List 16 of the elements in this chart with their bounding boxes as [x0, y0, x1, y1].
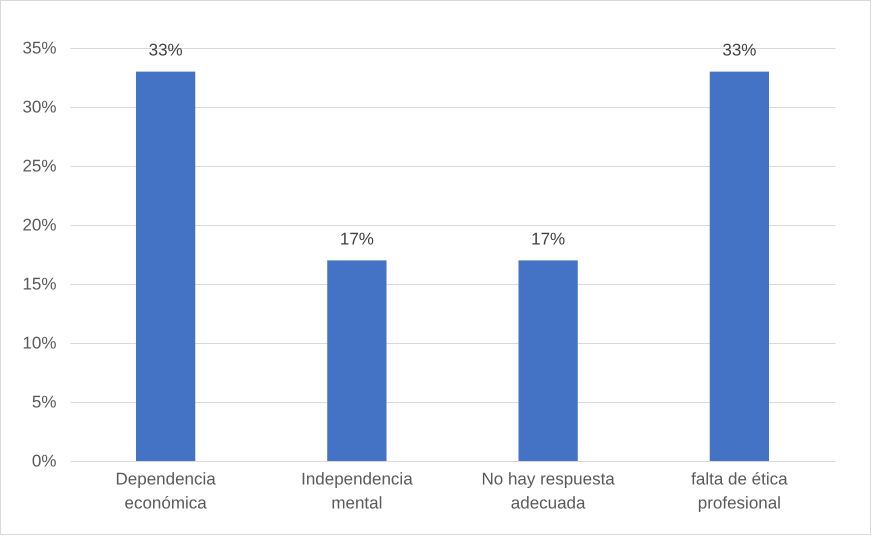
- data-label: 17%: [531, 229, 566, 248]
- x-tick-label: Dependencia económica: [116, 470, 216, 512]
- y-tick-label: 5%: [32, 392, 56, 412]
- y-tick-label: 20%: [22, 216, 56, 234]
- data-label: 33%: [722, 40, 756, 60]
- data-label: 33%: [148, 40, 183, 60]
- data-label: 17%: [340, 229, 374, 248]
- y-tick-label: 0%: [32, 452, 56, 470]
- y-tick-label: 30%: [22, 98, 56, 116]
- y-tick-label: 10%: [22, 334, 56, 352]
- y-tick-label: 25%: [22, 156, 56, 176]
- y-tick-label: 35%: [22, 38, 56, 58]
- x-tick-label: Independencia mental: [301, 470, 414, 512]
- x-tick-label: No hay respuesta adecuada: [482, 470, 616, 512]
- x-tick-label: falta de ética profesional: [691, 470, 788, 512]
- y-tick-label: 15%: [22, 274, 56, 294]
